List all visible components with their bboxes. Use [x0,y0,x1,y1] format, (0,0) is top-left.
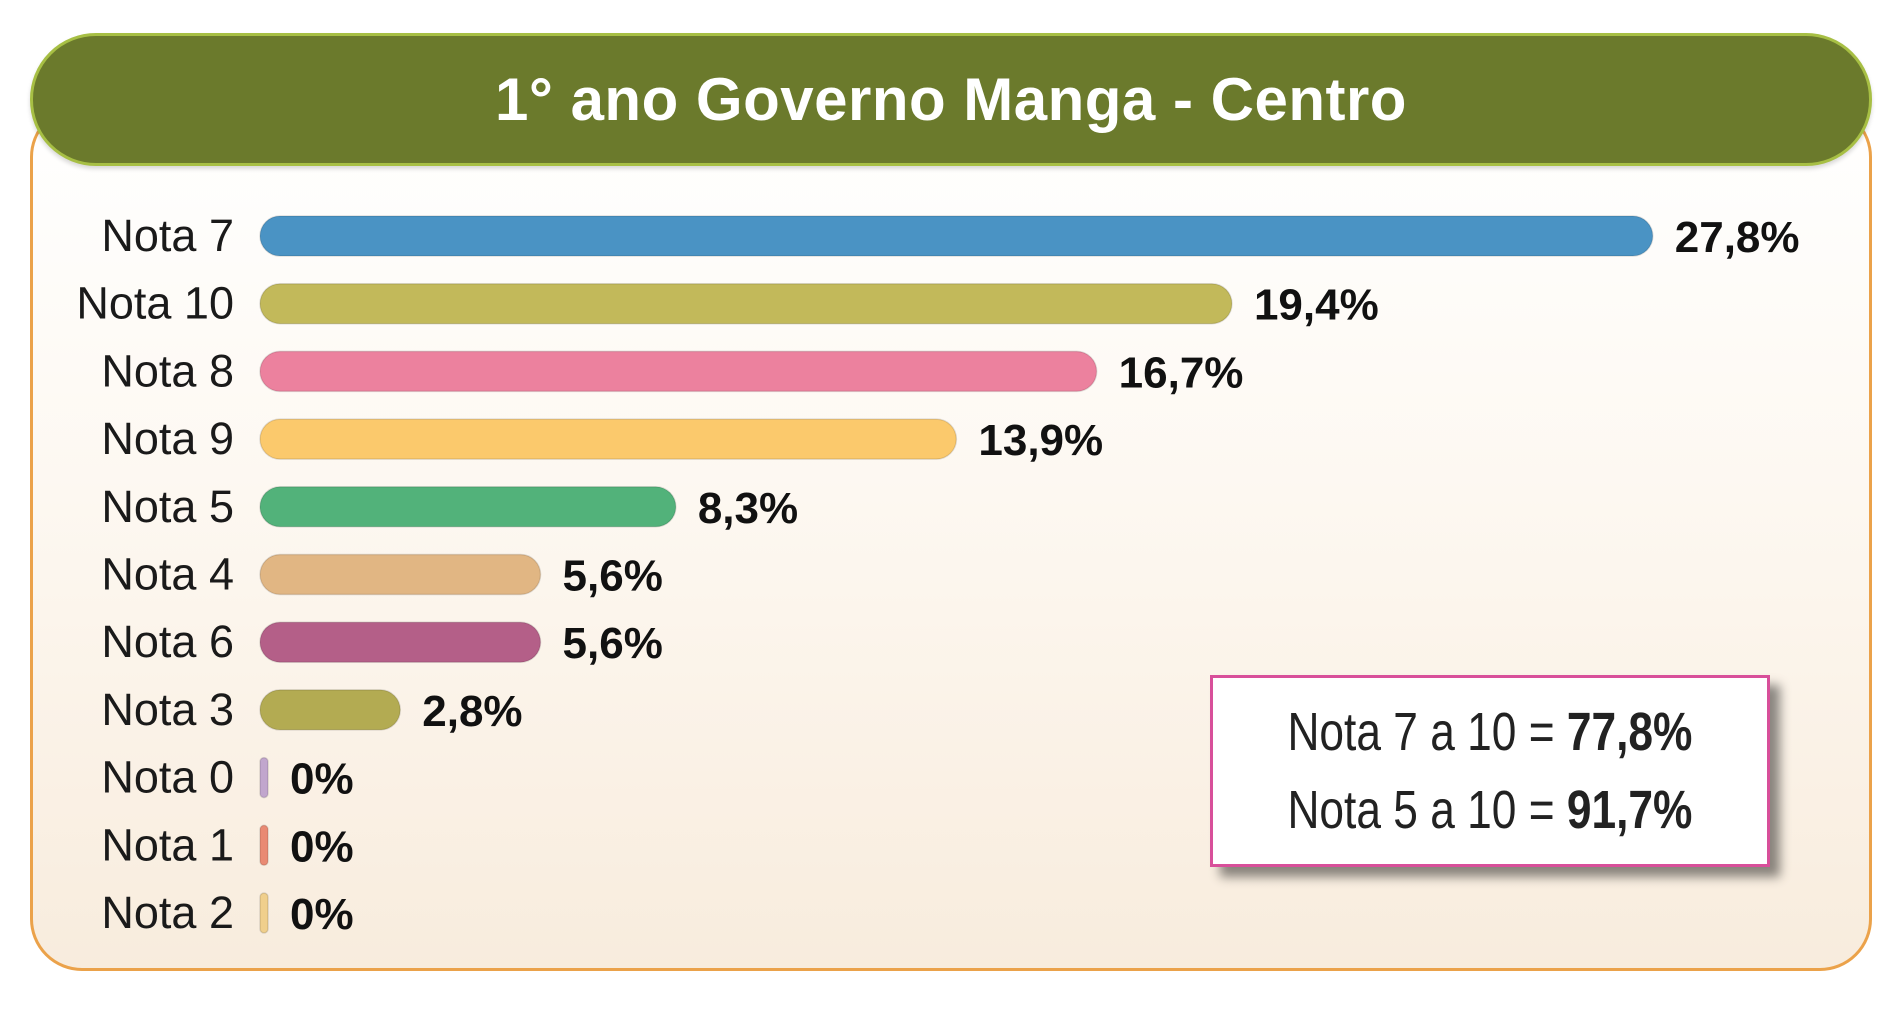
value-label-nota-6: 5,6% [563,619,663,668]
bar-nota-4 [259,553,542,596]
summary-line-5-to-10: Nota 5 a 10 = 91,7% [1288,771,1693,849]
bar-nota-10 [259,282,1233,325]
category-label-nota-9: Nota 9 [101,413,234,464]
category-label-nota-7: Nota 7 [101,210,234,261]
summary-label-5-to-10: Nota 5 a 10 = [1287,780,1567,840]
summary-box: Nota 7 a 10 = 77,8% Nota 5 a 10 = 91,7% [1210,675,1770,867]
category-label-nota-10: Nota 10 [76,278,234,329]
category-label-nota-3: Nota 3 [101,684,234,735]
value-label-nota-10: 19,4% [1254,281,1379,330]
bar-nota-2 [259,892,269,934]
bar-nota-8 [259,350,1098,393]
summary-label-7-to-10: Nota 7 a 10 = [1287,702,1567,762]
bar-nota-7 [259,215,1654,257]
category-label-nota-2: Nota 2 [101,887,234,938]
bar-nota-0 [259,756,269,799]
category-label-nota-4: Nota 4 [101,549,234,600]
value-label-nota-2: 0% [290,890,354,939]
category-label-nota-5: Nota 5 [101,481,234,532]
value-label-nota-3: 2,8% [422,687,522,736]
value-label-nota-9: 13,9% [978,416,1103,465]
chart-title: 1° ano Governo Manga - Centro [495,66,1407,133]
summary-value-5-to-10: 91,7% [1566,780,1693,840]
category-label-nota-0: Nota 0 [101,752,234,803]
category-label-nota-1: Nota 1 [101,819,234,870]
bar-nota-6 [259,621,542,663]
value-label-nota-0: 0% [290,755,354,804]
bar-nota-9 [259,418,958,460]
summary-line-7-to-10: Nota 7 a 10 = 77,8% [1288,693,1693,771]
category-label-nota-6: Nota 6 [101,616,234,667]
value-label-nota-4: 5,6% [563,552,663,601]
bar-nota-5 [259,486,677,528]
bar-nota-3 [259,689,402,731]
title-banner: 1° ano Governo Manga - Centro [30,33,1872,166]
value-label-nota-8: 16,7% [1119,348,1244,397]
bar-nota-1 [259,824,269,867]
value-label-nota-1: 0% [290,822,354,871]
summary-value-7-to-10: 77,8% [1566,702,1693,762]
value-label-nota-7: 27,8% [1675,213,1800,262]
value-label-nota-5: 8,3% [698,484,798,533]
category-label-nota-8: Nota 8 [101,345,234,396]
